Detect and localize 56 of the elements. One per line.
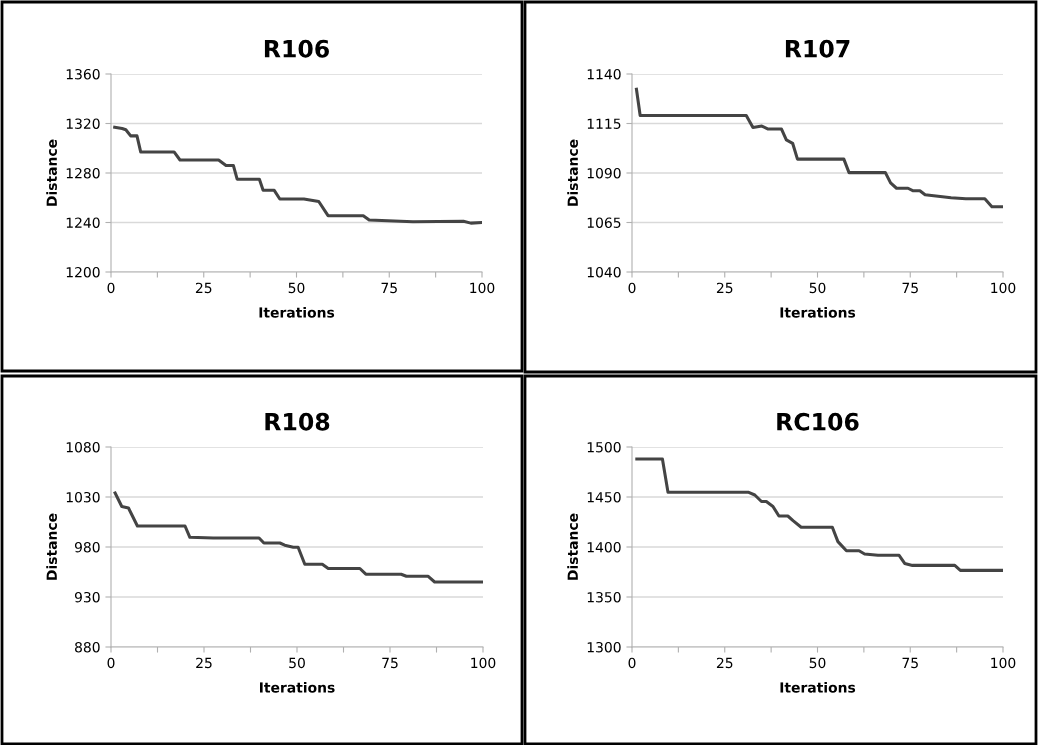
y-tick-label: 1500 [587, 441, 621, 453]
y-tick-label: 1115 [587, 118, 621, 129]
y-tick-label: 1080 [66, 441, 100, 453]
x-tick-label: 100 [470, 282, 495, 294]
chart-title: R106 [264, 39, 329, 58]
line-series [634, 87, 1003, 209]
chart-title: R107 [785, 39, 850, 58]
x-tick-label: 100 [991, 282, 1016, 294]
x-tick-label: 25 [716, 282, 733, 294]
x-tick-label: 75 [382, 657, 398, 669]
line-series [635, 457, 1003, 572]
chart-title: RC106 [777, 412, 859, 431]
y-tick-label: 930 [74, 591, 100, 603]
line-series [113, 491, 483, 584]
x-tick-label: 100 [991, 657, 1016, 669]
x-tick-label: 50 [809, 657, 826, 669]
y-tick-label: 1360 [66, 68, 100, 80]
x-tick-label: 75 [902, 282, 918, 294]
x-tick-label: 50 [809, 282, 826, 294]
chart-title: R108 [265, 412, 330, 431]
x-axis-title: Iterations [260, 681, 335, 693]
y-tick-label: 980 [74, 541, 100, 553]
x-axis-title: Iterations [780, 306, 856, 318]
x-tick-label: 0 [107, 657, 115, 669]
y-tick-label: 1065 [587, 217, 621, 228]
y-tick-label: 1200 [66, 266, 100, 278]
y-axis-title: Distance [567, 139, 578, 206]
x-tick-label: 75 [902, 657, 918, 669]
x-tick-label: 50 [288, 282, 305, 294]
y-tick-label: 1040 [587, 266, 621, 278]
x-tick-label: 25 [195, 282, 212, 294]
x-tick-label: 100 [471, 657, 496, 669]
y-axis-title: Distance [46, 139, 57, 206]
y-tick-label: 1090 [587, 167, 621, 179]
x-tick-label: 0 [628, 282, 636, 294]
y-tick-label: 1400 [587, 541, 621, 553]
y-tick-label: 1350 [587, 591, 621, 603]
y-tick-label: 1450 [587, 491, 621, 503]
x-axis-title: Iterations [780, 681, 856, 693]
line-series [113, 125, 482, 225]
y-tick-label: 1320 [66, 118, 100, 129]
x-tick-label: 75 [381, 282, 397, 294]
y-tick-label: 1030 [66, 491, 100, 503]
x-tick-label: 0 [107, 282, 115, 294]
x-axis-title: Iterations [259, 306, 335, 318]
y-tick-label: 1280 [66, 167, 100, 179]
x-tick-label: 25 [716, 657, 733, 669]
x-tick-label: 50 [289, 657, 305, 669]
x-tick-label: 25 [196, 657, 212, 669]
y-axis-title: Distance [567, 513, 578, 580]
y-tick-label: 1140 [587, 68, 621, 80]
x-tick-label: 0 [628, 657, 636, 669]
y-tick-label: 1300 [587, 641, 621, 653]
y-tick-label: 880 [75, 641, 100, 653]
y-axis-title: Distance [46, 513, 57, 580]
y-tick-label: 1240 [66, 217, 100, 228]
